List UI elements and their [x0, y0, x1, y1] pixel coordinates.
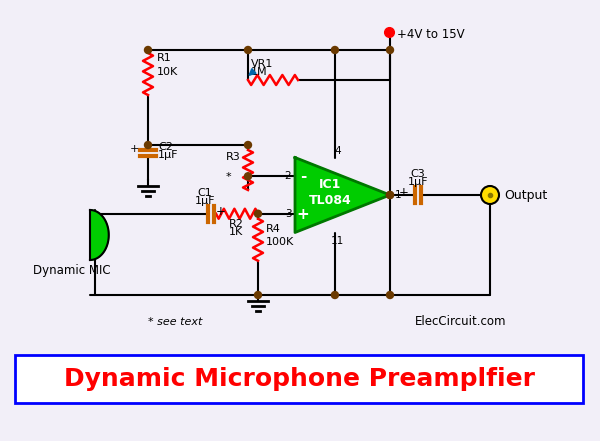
- Text: VR1: VR1: [251, 59, 274, 69]
- Text: R2: R2: [229, 219, 244, 229]
- Text: C1: C1: [197, 188, 212, 198]
- Circle shape: [331, 46, 338, 53]
- Text: +: +: [399, 187, 409, 199]
- Text: 1μF: 1μF: [195, 196, 215, 206]
- Text: R1: R1: [157, 53, 172, 63]
- Circle shape: [481, 186, 499, 204]
- Circle shape: [386, 191, 394, 198]
- Text: TL084: TL084: [309, 194, 352, 206]
- Circle shape: [245, 142, 251, 149]
- Text: 3: 3: [284, 209, 292, 219]
- Text: Dynamic Microphone Preamplfier: Dynamic Microphone Preamplfier: [65, 367, 536, 391]
- Text: +: +: [296, 207, 310, 222]
- Text: C3: C3: [410, 169, 425, 179]
- Text: IC1: IC1: [319, 179, 341, 191]
- Text: +: +: [216, 205, 226, 218]
- Polygon shape: [295, 157, 390, 232]
- Text: Dynamic MIC: Dynamic MIC: [33, 264, 111, 277]
- Text: * see text: * see text: [148, 317, 202, 327]
- Text: 1M: 1M: [251, 67, 268, 77]
- Text: 1μF: 1μF: [408, 177, 428, 187]
- Circle shape: [254, 210, 262, 217]
- Text: 2: 2: [284, 171, 292, 181]
- Circle shape: [331, 292, 338, 299]
- Polygon shape: [90, 210, 109, 260]
- Text: +4V to 15V: +4V to 15V: [397, 27, 464, 41]
- Text: 11: 11: [331, 235, 344, 246]
- Text: 4: 4: [334, 146, 341, 156]
- Text: ElecCircuit.com: ElecCircuit.com: [415, 315, 506, 328]
- Circle shape: [254, 292, 262, 299]
- Text: 100K: 100K: [266, 237, 294, 247]
- Circle shape: [386, 46, 394, 53]
- Circle shape: [145, 142, 151, 149]
- Circle shape: [386, 191, 394, 198]
- Text: R3: R3: [226, 152, 241, 162]
- Text: R4: R4: [266, 224, 281, 234]
- Text: *: *: [226, 172, 232, 182]
- Text: 10K: 10K: [157, 67, 178, 77]
- Text: 1: 1: [395, 190, 401, 200]
- Text: 1μF: 1μF: [158, 150, 179, 160]
- Text: Output: Output: [504, 188, 547, 202]
- FancyBboxPatch shape: [15, 355, 583, 403]
- Text: C2: C2: [158, 142, 173, 152]
- Circle shape: [145, 46, 151, 53]
- Text: 1K: 1K: [229, 227, 243, 237]
- Text: +: +: [130, 144, 139, 154]
- Circle shape: [386, 292, 394, 299]
- Circle shape: [245, 173, 251, 180]
- Circle shape: [245, 46, 251, 53]
- Text: -: -: [300, 169, 306, 184]
